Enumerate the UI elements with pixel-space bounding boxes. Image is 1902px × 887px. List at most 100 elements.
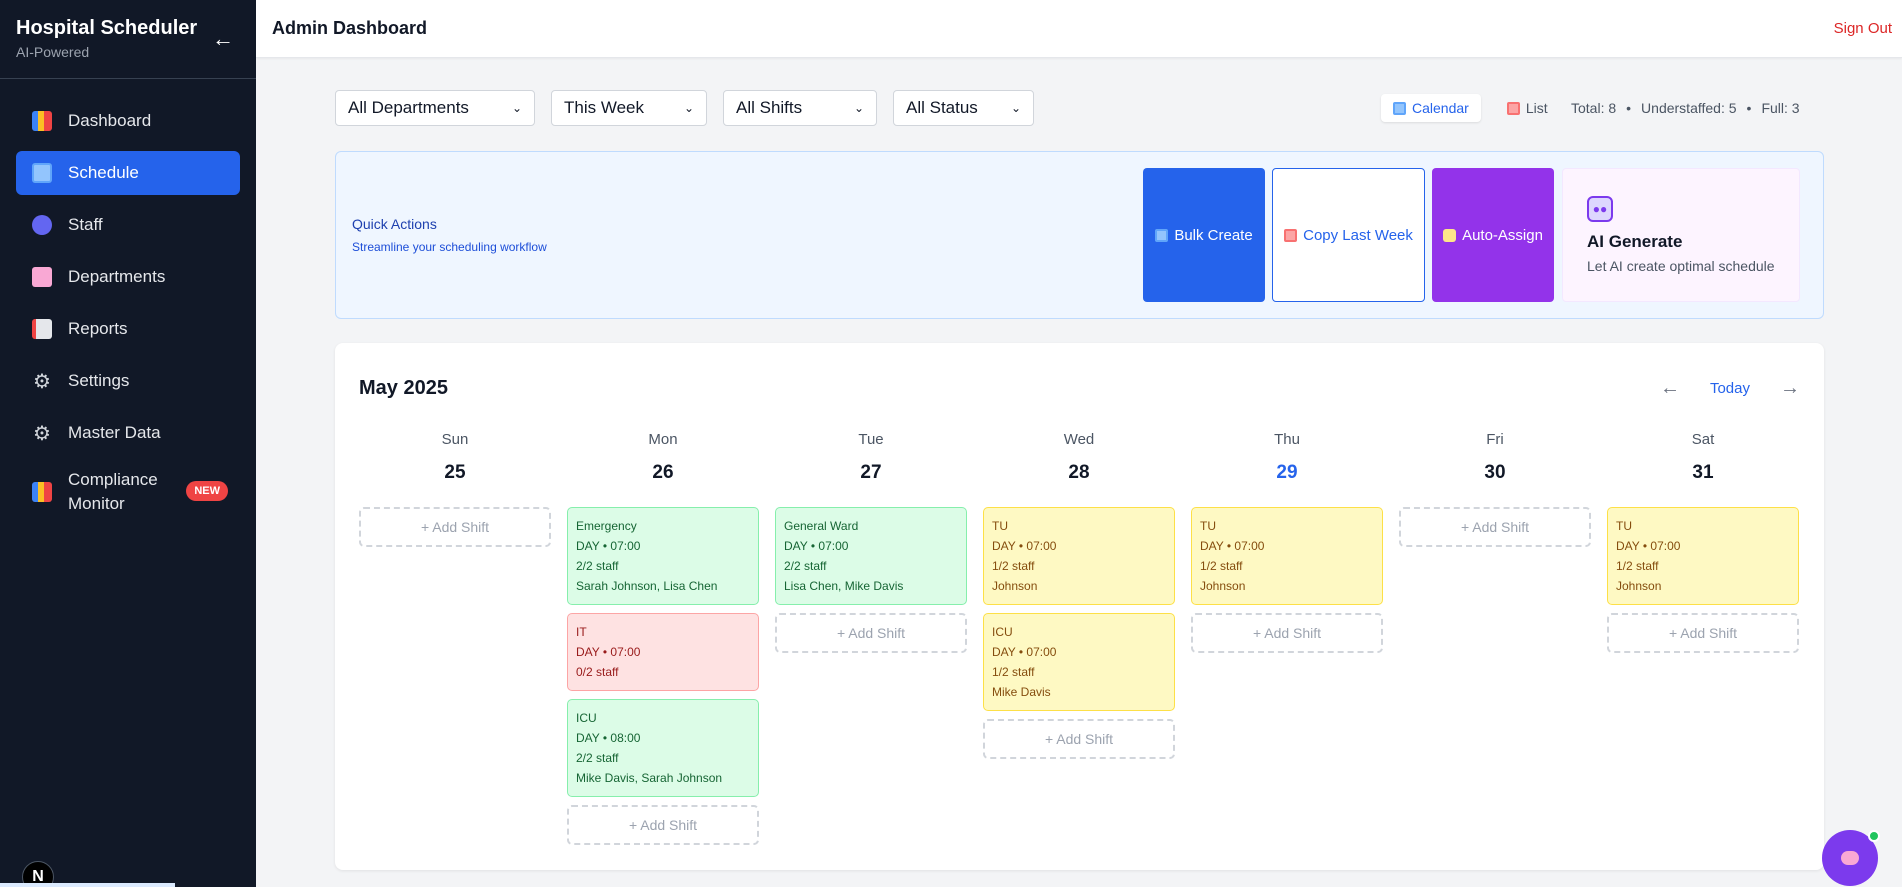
shift-staff-names: Johnson	[1616, 579, 1662, 593]
day-name: Fri	[1486, 431, 1504, 448]
clipboard-icon	[1506, 101, 1520, 115]
shift-list: TU DAY • 07:00 1/2 staff Johnson + Add S…	[1607, 507, 1799, 661]
bulk-create-button[interactable]: Bulk Create	[1143, 168, 1265, 302]
page-title: Admin Dashboard	[272, 18, 428, 38]
day-number: 25	[444, 462, 466, 483]
period-select[interactable]: This Week ⌄	[551, 90, 707, 126]
sidebar-item-compliance-monitor[interactable]: Compliance Monitor NEW	[16, 463, 240, 521]
list-view-label: List	[1525, 100, 1548, 116]
shift-staff-count: 0/2 staff	[576, 665, 619, 679]
sidebar-item-dashboard[interactable]: Dashboard	[16, 99, 240, 143]
shift-staff-names: Johnson	[992, 579, 1038, 593]
sidebar-scrollbar[interactable]	[0, 883, 175, 887]
nextjs-logo[interactable]: N	[22, 861, 54, 887]
day-column-thu: Thu 29 TU DAY • 07:00 1/2 staff Johnson …	[1191, 431, 1383, 653]
shift-card[interactable]: IT DAY • 07:00 0/2 staff	[567, 613, 759, 691]
ai-generate-subtitle: Let AI create optimal schedule	[1587, 258, 1775, 274]
gear-icon: ⚙	[33, 422, 51, 445]
day-number: 28	[1068, 462, 1090, 483]
day-column-sun: Sun 25 + Add Shift	[359, 431, 551, 547]
shift-card[interactable]: ICU DAY • 07:00 1/2 staff Mike Davis	[983, 613, 1175, 711]
app-title: Hospital Scheduler	[16, 17, 198, 39]
day-number: 30	[1484, 462, 1506, 483]
shift-list: + Add Shift	[1399, 507, 1591, 555]
shift-card[interactable]: General Ward DAY • 07:00 2/2 staff Lisa …	[775, 507, 967, 605]
hospital-icon	[32, 267, 52, 287]
next-week-button[interactable]: →	[1780, 377, 1800, 399]
previous-week-button[interactable]: ←	[1659, 377, 1680, 399]
calendar-view-button[interactable]: Calendar	[1381, 94, 1481, 122]
day-name: Wed	[1063, 431, 1095, 448]
shift-staff-names: Mike Davis, Sarah Johnson	[576, 771, 723, 785]
shift-card[interactable]: TU DAY • 07:00 1/2 staff Johnson	[1191, 507, 1383, 605]
sidebar-item-label: Reports	[68, 319, 128, 338]
ai-generate-title: AI Generate	[1587, 232, 1683, 251]
add-shift-button[interactable]: + Add Shift	[1607, 613, 1799, 653]
department-select[interactable]: All Departments ⌄	[335, 90, 535, 126]
day-name: Thu	[1274, 431, 1300, 448]
sidebar-item-departments[interactable]: Departments	[16, 255, 240, 299]
add-shift-button[interactable]: + Add Shift	[359, 507, 551, 547]
quick-actions-subtitle: Streamline your scheduling workflow	[352, 240, 547, 254]
brand: Hospital Scheduler AI-Powered ←	[0, 0, 256, 79]
sign-out-link[interactable]: Sign Out	[1833, 20, 1892, 37]
shift-time: DAY • 07:00	[992, 539, 1057, 553]
shift-staff-names: Lisa Chen, Mike Davis	[784, 579, 904, 593]
chevron-down-icon: ⌄	[1010, 101, 1021, 115]
sidebar-item-label: Dashboard	[68, 111, 152, 130]
day-column-wed: Wed 28 TU DAY • 07:00 1/2 staff Johnson …	[983, 431, 1175, 759]
sidebar-item-settings[interactable]: ⚙ Settings	[16, 359, 240, 403]
shift-list: + Add Shift	[359, 507, 551, 555]
shift-department: ICU	[576, 711, 597, 725]
sidebar-item-staff[interactable]: Staff	[16, 203, 240, 247]
sidebar-item-master-data[interactable]: ⚙ Master Data	[16, 411, 240, 455]
shift-time: DAY • 07:00	[1200, 539, 1265, 553]
shift-card[interactable]: Emergency DAY • 07:00 2/2 staff Sarah Jo…	[567, 507, 759, 605]
add-shift-button[interactable]: + Add Shift	[1191, 613, 1383, 653]
understaffed-count: Understaffed: 5	[1641, 100, 1737, 116]
shift-staff-count: 2/2 staff	[576, 559, 619, 573]
shift-department: Emergency	[576, 519, 637, 533]
calendar-icon	[1155, 228, 1169, 242]
add-shift-button[interactable]: + Add Shift	[1399, 507, 1591, 547]
sidebar-item-reports[interactable]: Reports	[16, 307, 240, 351]
add-shift-button[interactable]: + Add Shift	[983, 719, 1175, 759]
clipboard-icon	[1284, 228, 1298, 242]
today-button[interactable]: Today	[1709, 380, 1750, 397]
chevron-down-icon: ⌄	[683, 101, 694, 115]
shift-department: IT	[576, 625, 587, 639]
day-name: Sun	[441, 431, 469, 448]
robot-icon	[1443, 228, 1457, 242]
shift-select[interactable]: All Shifts ⌄	[723, 90, 877, 126]
shift-select-value: All Shifts	[736, 98, 803, 117]
shift-card[interactable]: TU DAY • 07:00 1/2 staff Johnson	[983, 507, 1175, 605]
department-select-value: All Departments	[348, 98, 469, 117]
status-select[interactable]: All Status ⌄	[893, 90, 1034, 126]
ai-generate-button[interactable]: ●● AI Generate Let AI create optimal sch…	[1562, 168, 1800, 302]
sidebar: Hospital Scheduler AI-Powered ← Dashboar…	[0, 0, 256, 887]
auto-assign-button[interactable]: Auto-Assign	[1432, 168, 1554, 302]
copy-last-week-label: Copy Last Week	[1303, 226, 1413, 244]
ai-assistant-button[interactable]	[1822, 830, 1880, 886]
shift-department: TU	[1616, 519, 1632, 533]
add-shift-button[interactable]: + Add Shift	[567, 805, 759, 845]
copy-last-week-button[interactable]: Copy Last Week	[1272, 168, 1425, 302]
shift-list: TU DAY • 07:00 1/2 staff Johnson ICU DAY…	[983, 507, 1175, 767]
sidebar-item-label: Staff	[68, 215, 103, 234]
calendar-icon	[1393, 101, 1406, 115]
brain-icon	[1841, 851, 1859, 865]
shift-list: Emergency DAY • 07:00 2/2 staff Sarah Jo…	[567, 507, 759, 853]
shift-staff-count: 2/2 staff	[576, 751, 619, 765]
quick-actions-panel: Quick Actions Streamline your scheduling…	[335, 151, 1824, 319]
collapse-sidebar-button[interactable]: ←	[212, 26, 234, 51]
calendar-panel: May 2025 ← Today → Sun 25 + Add Shift Mo…	[335, 343, 1824, 870]
shift-staff-count: 1/2 staff	[1616, 559, 1659, 573]
shift-time: DAY • 07:00	[576, 539, 641, 553]
shift-card[interactable]: TU DAY • 07:00 1/2 staff Johnson	[1607, 507, 1799, 605]
add-shift-button[interactable]: + Add Shift	[775, 613, 967, 653]
day-column-sat: Sat 31 TU DAY • 07:00 1/2 staff Johnson …	[1607, 431, 1799, 653]
sidebar-item-schedule[interactable]: Schedule	[16, 151, 240, 195]
chevron-down-icon: ⌄	[511, 101, 522, 115]
list-view-button[interactable]: List	[1495, 94, 1560, 122]
shift-card[interactable]: ICU DAY • 08:00 2/2 staff Mike Davis, Sa…	[567, 699, 759, 797]
